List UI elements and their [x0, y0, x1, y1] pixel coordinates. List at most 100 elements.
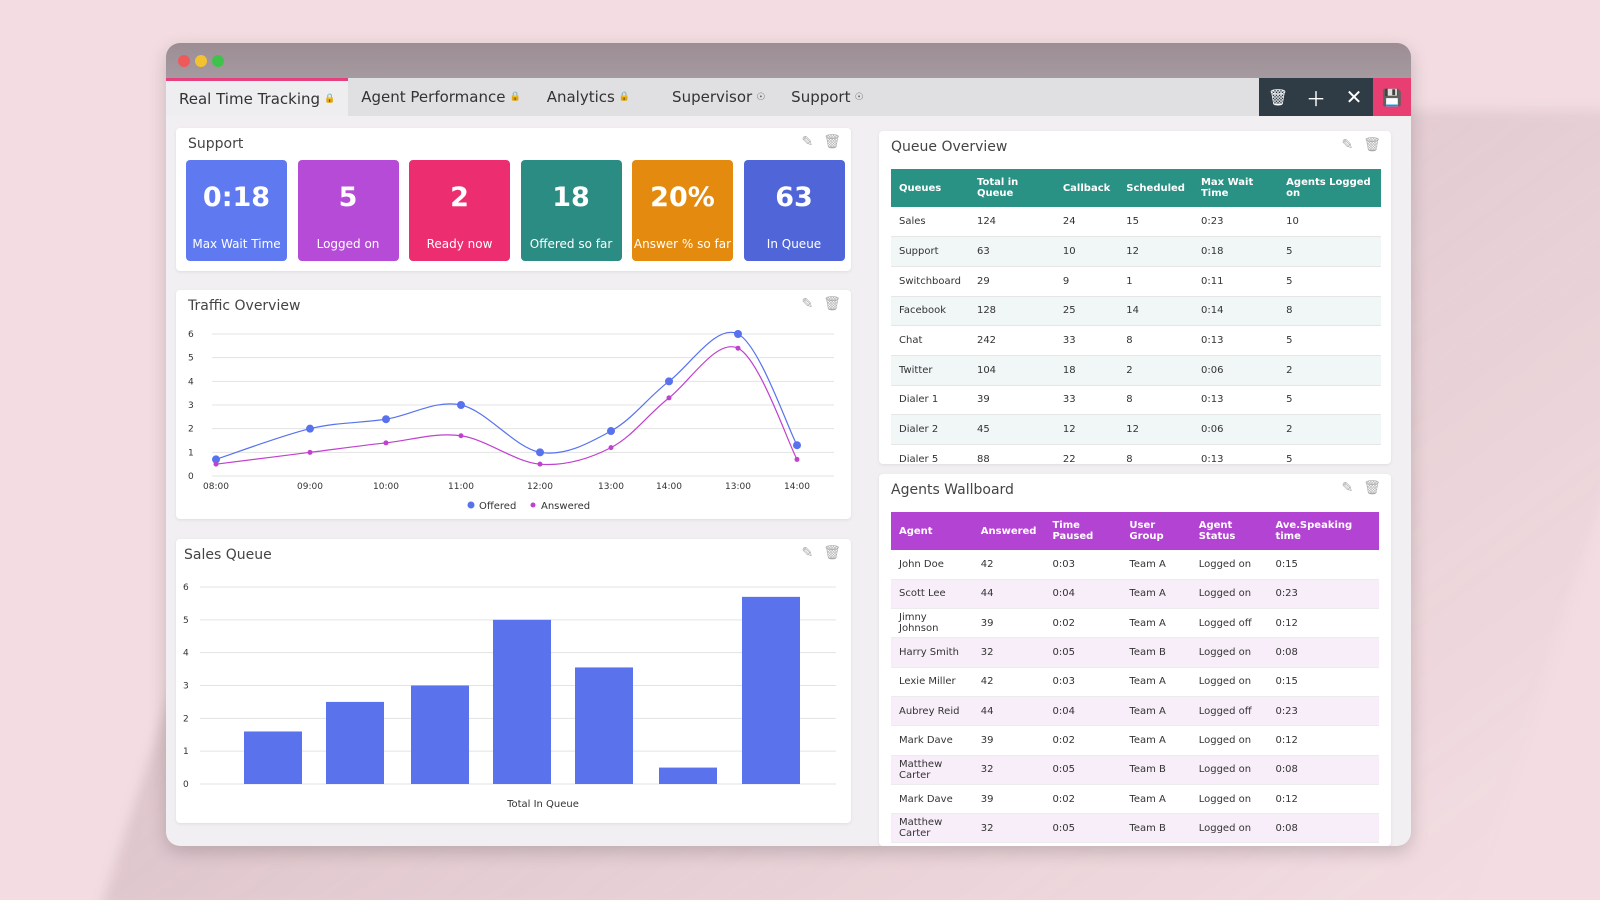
trash-icon[interactable]: 🗑	[1363, 480, 1381, 496]
table-row[interactable]: Dialer 1 39 33 8 0:13 5	[891, 385, 1381, 416]
column-header[interactable]: Ave.Speaking time	[1267, 512, 1379, 550]
trash-icon[interactable]: 🗑	[823, 134, 841, 150]
traffic-overview-card: Traffic Overview ✎ 🗑 0 1 2 3 4 5 6 08:00 09:00 10…	[176, 290, 851, 519]
table-cell: 2	[1278, 414, 1381, 445]
table-cell: 45	[968, 414, 1055, 445]
table-row[interactable]: Twitter 104 18 2 0:06 2	[891, 355, 1381, 386]
table-cell: Logged on	[1190, 755, 1268, 785]
edit-icon[interactable]: ✎	[1341, 137, 1354, 153]
column-header[interactable]: Agents Logged on	[1278, 169, 1381, 207]
table-cell: Switchboard	[891, 266, 969, 297]
table-cell: 32	[972, 813, 1045, 844]
table-cell: 12	[1054, 414, 1119, 445]
maximize-window-button[interactable]	[212, 55, 224, 67]
tab-support[interactable]: Support ☉	[778, 78, 876, 116]
table-cell: 5	[1278, 266, 1381, 297]
data-point-offered	[457, 401, 465, 409]
table-row[interactable]: Mark Dave 39 0:02 Team A Logged on 0:12	[891, 784, 1379, 815]
trash-icon[interactable]: 🗑	[1363, 137, 1381, 153]
table-cell: 0:15	[1267, 550, 1379, 580]
table-cell: 5	[1278, 385, 1381, 416]
table-cell: 0:05	[1044, 637, 1122, 668]
close-icon: ✕	[1345, 85, 1363, 109]
minimize-window-button[interactable]	[195, 55, 207, 67]
table-row[interactable]: Facebook 128 25 14 0:14 8	[891, 296, 1381, 327]
edit-icon[interactable]: ✎	[801, 134, 814, 150]
column-header[interactable]: Callback	[1054, 169, 1119, 207]
edit-icon[interactable]: ✎	[1341, 480, 1354, 496]
column-header[interactable]: Total in Queue	[968, 169, 1055, 207]
delete-dashboard-button[interactable]: 🗑	[1259, 78, 1297, 116]
column-header[interactable]: User Group	[1121, 512, 1191, 550]
table-cell: Twitter	[891, 355, 969, 386]
close-button[interactable]: ✕	[1335, 78, 1373, 116]
column-header[interactable]: Max Wait Time	[1192, 169, 1279, 207]
edit-icon[interactable]: ✎	[801, 296, 814, 312]
column-header[interactable]: Scheduled	[1118, 169, 1193, 207]
trash-icon: 🗑	[1267, 87, 1289, 107]
table-row[interactable]: Matthew Carter 32 0:05 Team B Logged on 0:08	[891, 755, 1379, 785]
y-tick-label: 4	[188, 377, 194, 387]
table-row[interactable]: Aubrey Reid 44 0:04 Team A Logged off 0:23	[891, 696, 1379, 727]
table-cell: Dialer 1	[891, 385, 969, 416]
column-header[interactable]: Agent Status	[1190, 512, 1268, 550]
table-header-row: Agent Answered Time Paused User Group Agent …	[891, 512, 1379, 550]
table-row[interactable]: Chat 242 33 8 0:13 5	[891, 325, 1381, 356]
plus-icon: ＋	[1306, 86, 1326, 111]
table-row[interactable]: Jimny Johnson 39 0:02 Team A Logged off 0:12	[891, 608, 1379, 639]
table-cell: 88	[968, 444, 1055, 475]
tab-agent-performance[interactable]: Agent Performance 🔒	[348, 78, 533, 116]
data-point-offered	[665, 377, 673, 386]
data-point-offered	[306, 424, 314, 433]
save-button[interactable]: 💾	[1373, 78, 1411, 116]
table-row[interactable]: Sales 124 24 15 0:23 10	[891, 207, 1381, 238]
table-cell: Scott Lee	[891, 579, 973, 610]
card-title: Queue Overview	[891, 139, 1008, 155]
column-header[interactable]: Time Paused	[1044, 512, 1122, 550]
close-window-button[interactable]	[178, 55, 190, 67]
table-row[interactable]: Dialer 5 88 22 8 0:13 5	[891, 444, 1381, 475]
tab-analytics[interactable]: Analytics 🔒	[534, 78, 643, 116]
table-row[interactable]: Support 63 10 12 0:18 5	[891, 236, 1381, 267]
table-cell: 63	[968, 236, 1055, 267]
table-cell: 0:18	[1192, 236, 1279, 267]
table-row[interactable]: Dialer 2 45 12 12 0:06 2	[891, 414, 1381, 445]
y-tick-label: 2	[188, 425, 194, 435]
table-row[interactable]: Matthew Carter 32 0:05 Team B Logged on 0:08	[891, 813, 1379, 844]
table-body: Sales 124 24 15 0:23 10 Support 63 10 12 0:18 5 Swit…	[891, 207, 1381, 475]
trash-icon[interactable]: 🗑	[823, 545, 841, 561]
stat-tile: 0:18 Max Wait Time	[186, 160, 287, 261]
table-cell: 22	[1054, 444, 1119, 475]
table-cell: 10	[1278, 207, 1381, 238]
table-cell: 0:08	[1267, 813, 1379, 844]
data-point-answered	[537, 461, 543, 467]
table-row[interactable]: Lexie Miller 42 0:03 Team A Logged on 0:15	[891, 667, 1379, 697]
agents-wallboard-card: Agents Wallboard ✎ 🗑 Agent Answered Time P…	[879, 474, 1391, 846]
trash-icon[interactable]: 🗑	[823, 296, 841, 312]
support-card: Support ✎ 🗑 0:18 Max Wait Time 5 Logged on 2…	[176, 128, 851, 271]
edit-icon[interactable]: ✎	[801, 545, 814, 561]
bar	[411, 685, 469, 784]
table-cell: Logged off	[1190, 696, 1268, 727]
tab-real-time-tracking[interactable]: Real Time Tracking 🔒	[166, 78, 349, 116]
table-row[interactable]: Mark Dave 39 0:02 Team A Logged on 0:12	[891, 725, 1379, 756]
column-header[interactable]: Answered	[972, 512, 1045, 550]
table-row[interactable]: Switchboard 29 9 1 0:11 5	[891, 266, 1381, 297]
table-cell: 0:08	[1267, 755, 1379, 785]
table-cell: 32	[972, 637, 1045, 668]
bar	[493, 619, 551, 784]
add-widget-button[interactable]: ＋	[1297, 78, 1335, 116]
table-cell: 8	[1118, 385, 1193, 416]
series-line-offered	[215, 331, 798, 461]
table-cell: 8	[1118, 444, 1193, 475]
table-row[interactable]: Scott Lee 44 0:04 Team A Logged on 0:23	[891, 579, 1379, 610]
table-cell: Support	[891, 236, 969, 267]
data-point-answered	[794, 456, 800, 462]
lock-icon: 🔒	[324, 93, 336, 104]
data-point-offered	[607, 427, 615, 436]
table-row[interactable]: Harry Smith 32 0:05 Team B Logged on 0:08	[891, 637, 1379, 668]
column-header[interactable]: Agent	[891, 512, 973, 550]
column-header[interactable]: Queues	[891, 169, 969, 207]
table-row[interactable]: John Doe 42 0:03 Team A Logged on 0:15	[891, 550, 1379, 580]
tab-supervisor[interactable]: Supervisor ☉	[659, 78, 778, 116]
